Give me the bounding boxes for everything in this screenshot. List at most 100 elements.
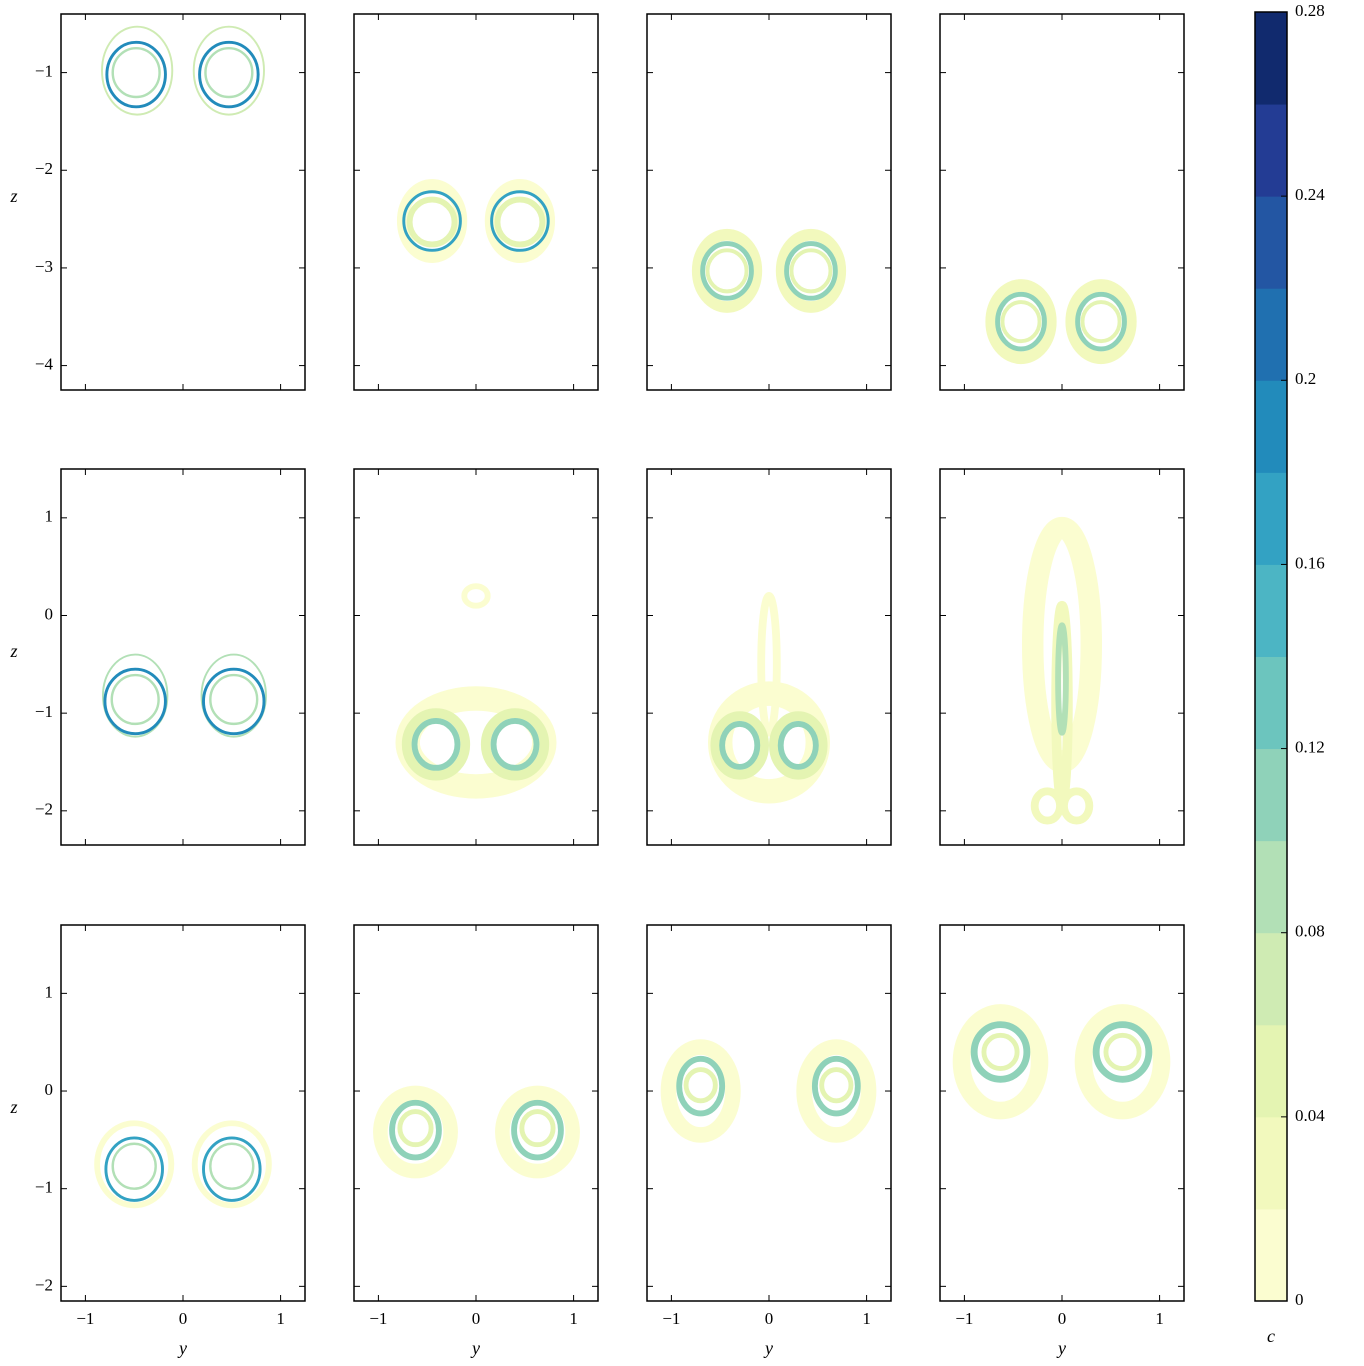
colorbar-segment — [1255, 840, 1287, 934]
y-tick-label: −2 — [35, 800, 53, 819]
contour-ring — [705, 248, 749, 294]
contour-field — [94, 1120, 272, 1209]
colorbar-segment — [1255, 104, 1287, 197]
panel: −1 0 1 y — [939, 924, 1185, 1358]
contour-ring — [101, 25, 174, 116]
panel — [646, 13, 892, 391]
colorbar-segment — [1255, 748, 1287, 842]
y-axis-label: z — [9, 1097, 17, 1117]
panel — [939, 468, 1185, 846]
contour-ring — [789, 248, 833, 294]
y-tick-label: −1 — [35, 1178, 53, 1197]
contour-ring — [200, 653, 267, 738]
colorbar: 0 0.04 0.08 0.12 0.16 0.2 0.24 0.28 c — [1254, 1, 1325, 1346]
colorbar-segment — [1255, 1024, 1287, 1118]
contour-ring — [683, 1067, 718, 1104]
colorbar-tick-label: 0.04 — [1295, 1106, 1325, 1125]
contour-ring — [1065, 279, 1137, 365]
contour-ring — [1055, 622, 1069, 736]
contour-ring — [495, 1085, 580, 1179]
panel: −4 −3 −2 −1 z — [9, 13, 306, 391]
contour-field — [396, 179, 556, 264]
y-axis-label: z — [9, 641, 17, 661]
contour-ring — [985, 279, 1057, 365]
contour-field — [660, 1039, 877, 1143]
contour-ring — [494, 196, 546, 248]
y-tick-label: 1 — [45, 507, 54, 526]
contour-field — [952, 1004, 1171, 1120]
x-tick-label: −1 — [76, 1309, 94, 1328]
contour-ring — [490, 190, 550, 252]
contour-ring — [192, 25, 265, 116]
contour-ring — [660, 1039, 741, 1143]
x-axis-label: y — [470, 1338, 480, 1358]
colorbar-segment — [1255, 196, 1287, 289]
y-tick-label: 1 — [45, 982, 54, 1001]
contour-ring — [796, 1039, 877, 1143]
contour-ring — [209, 673, 259, 726]
contour-ring — [204, 46, 254, 99]
contour-ring — [402, 190, 462, 252]
contour-ring — [110, 673, 160, 726]
panel: −1 0 1 y — [353, 924, 599, 1358]
contour-ring — [490, 718, 540, 771]
contour-ring — [995, 291, 1047, 352]
colorbar-segment — [1255, 288, 1287, 381]
contour-ring — [700, 241, 754, 301]
colorbar-frame — [1254, 11, 1288, 1302]
contour-ring — [191, 1120, 272, 1209]
x-tick-label: 0 — [1058, 1309, 1067, 1328]
contour-ring — [519, 1109, 556, 1148]
colorbar-segment — [1255, 380, 1287, 473]
contour-ring — [757, 592, 781, 737]
x-axis-label: y — [763, 1338, 773, 1358]
colorbar-tick-label: 0 — [1295, 1290, 1304, 1309]
x-axis-label: y — [1056, 1338, 1066, 1358]
y-tick-label: −2 — [35, 159, 53, 178]
x-tick-label: 1 — [1155, 1309, 1164, 1328]
colorbar-segment — [1255, 1116, 1287, 1210]
contour-ring — [104, 1136, 164, 1202]
contour-ring — [769, 711, 828, 780]
contour-ring — [202, 1136, 262, 1202]
contour-ring — [94, 1120, 175, 1209]
x-tick-label: 0 — [472, 1309, 481, 1328]
x-tick-label: 1 — [862, 1309, 871, 1328]
contour-ring — [1080, 300, 1122, 344]
contour-field — [708, 592, 831, 804]
contour-ring — [719, 720, 761, 770]
x-axis-label: y — [177, 1338, 187, 1358]
contour-ring — [710, 711, 769, 780]
x-tick-label: −1 — [369, 1309, 387, 1328]
contour-ring — [775, 228, 847, 313]
colorbar-label: c — [1267, 1326, 1275, 1346]
colorbar-segment — [1255, 564, 1287, 657]
contour-ring — [111, 1142, 157, 1190]
y-tick-label: 0 — [45, 604, 54, 623]
contour-field — [985, 279, 1137, 365]
contour-ring — [389, 1099, 442, 1161]
y-tick-label: 0 — [45, 1080, 54, 1099]
contour-ring — [209, 1142, 255, 1190]
colorbar-tick-label: 0.24 — [1295, 185, 1325, 204]
panel — [646, 468, 892, 846]
contour-ring — [981, 1032, 1020, 1072]
contour-ring — [406, 196, 458, 248]
colorbar-segment — [1255, 472, 1287, 565]
y-tick-label: −1 — [35, 62, 53, 81]
colorbar-segment — [1255, 12, 1287, 105]
contour-field — [395, 583, 557, 799]
contour-field — [691, 228, 847, 313]
contour-ring — [202, 667, 266, 736]
y-tick-label: −3 — [35, 257, 53, 276]
x-tick-label: 0 — [179, 1309, 188, 1328]
colorbar-segment — [1255, 656, 1287, 750]
x-tick-label: 1 — [569, 1309, 578, 1328]
contour-ring — [511, 1099, 564, 1161]
contour-ring — [819, 1067, 854, 1104]
contour-ring — [111, 46, 161, 99]
contour-field — [101, 653, 267, 738]
x-tick-label: 1 — [276, 1309, 285, 1328]
y-tick-label: −2 — [35, 1275, 53, 1294]
